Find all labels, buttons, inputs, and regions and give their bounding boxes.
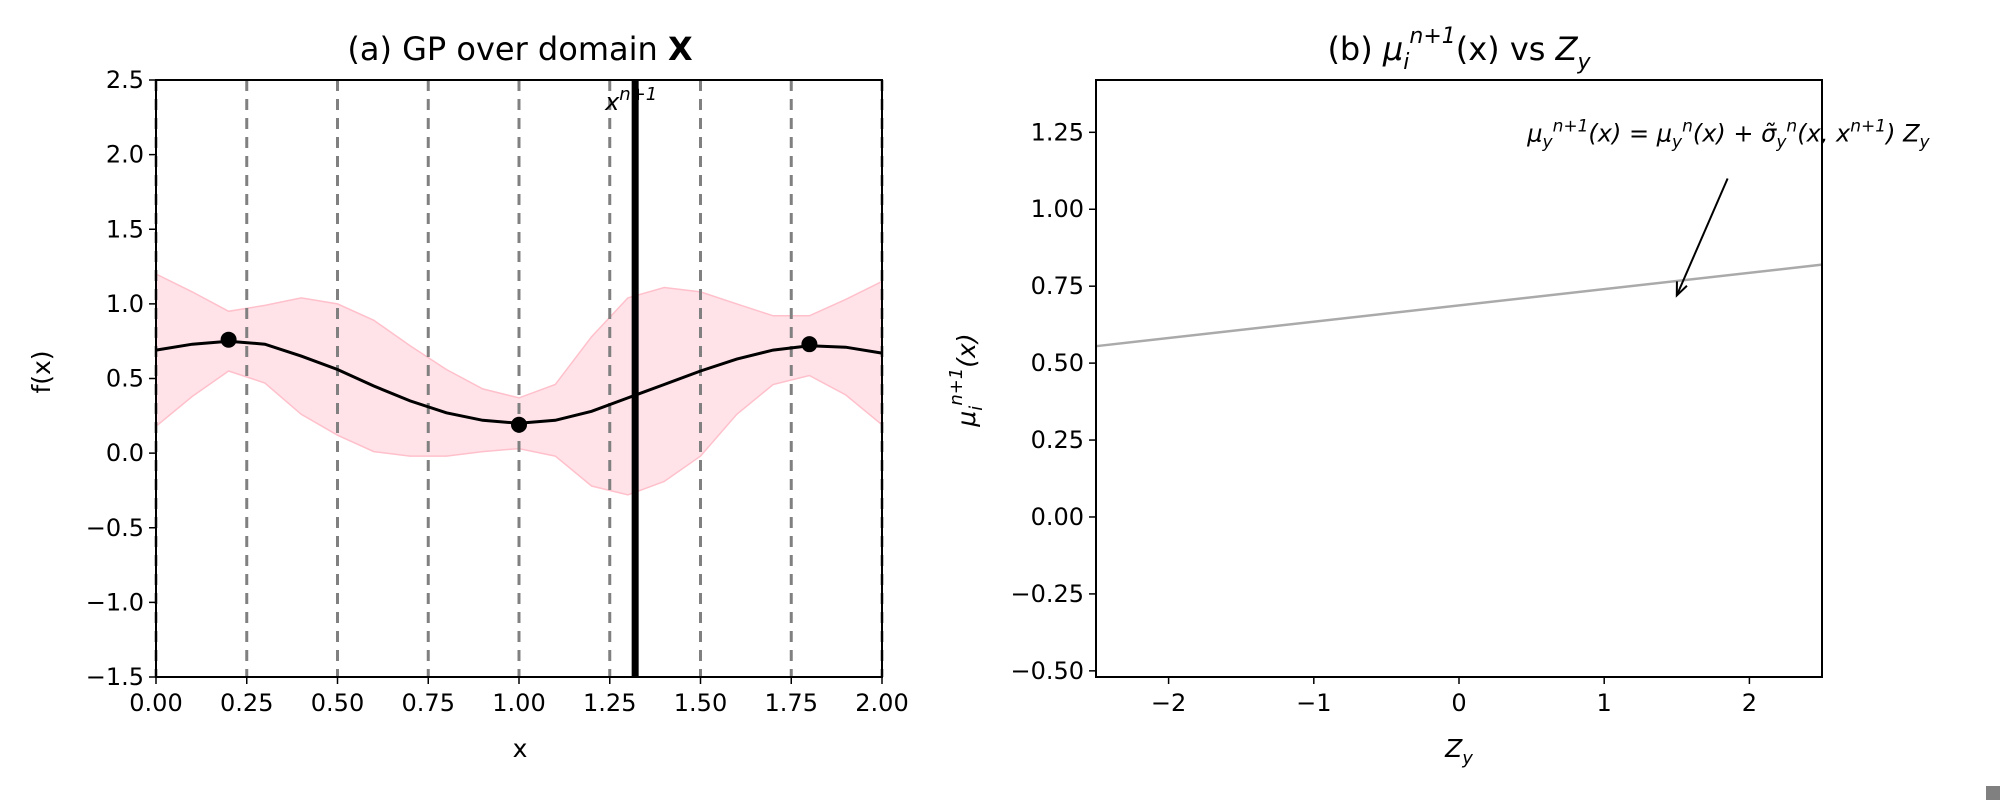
panel-b-y-tick-label: 0.75	[1031, 272, 1084, 300]
panel-b-axes-frame	[1095, 79, 1823, 678]
panel-a-y-tick-label: −1.0	[86, 588, 144, 616]
mu-line	[1095, 263, 1823, 348]
next-point-label: xn+1	[604, 84, 657, 116]
update-equation-annotation: μyn+1(x) = μyn(x) + σ̃yn(x, xn+1) Zy	[1526, 117, 1931, 298]
panel-b-x-tick-label: 1	[1597, 689, 1612, 717]
panel-b-x-ticks: −2 −1 0 1 2	[1151, 677, 1757, 717]
axes-frame	[1095, 79, 1823, 678]
observation-point	[801, 336, 818, 353]
panel-a-x-tick-label: 0.75	[402, 689, 455, 717]
observation-points	[220, 331, 818, 433]
panel-a-y-tick-label: 1.0	[106, 290, 144, 318]
panel-a-x-tick-label: 0.50	[311, 689, 364, 717]
panel-b-y-tick-label: 0.50	[1031, 349, 1084, 377]
panel-b-x-tick-label: −2	[1151, 689, 1186, 717]
panel-a-y-ticks: −1.5 −1.0 −0.5 0.0 0.5 1.0 1.5 2.0 2.5	[86, 66, 156, 691]
panel-a-x-ticks: 0.00 0.25 0.50 0.75 1.00 1.25 1.50 1.75 2.00	[129, 677, 909, 717]
panel-a-x-tick-label: 1.25	[583, 689, 636, 717]
panel-a-x-tick-label: 1.75	[765, 689, 818, 717]
panel-a-y-tick-label: 0.0	[106, 439, 144, 467]
panel-b-y-tick-label: 0.25	[1031, 426, 1084, 454]
panel-a-y-tick-label: 2.0	[106, 141, 144, 169]
panel-b-y-tick-label: −0.50	[1010, 657, 1084, 685]
panel-a-x-tick-label: 0.25	[220, 689, 273, 717]
annotation-arrow-shaft	[1675, 178, 1729, 296]
annotation-equation: μyn+1(x) = μyn(x) + σ̃yn(x, xn+1) Zy	[1526, 117, 1930, 153]
panel-b-x-tick-label: −1	[1296, 689, 1331, 717]
next-sample-line: xn+1	[604, 80, 657, 677]
panel-a-x-tick-label: 0.00	[129, 689, 182, 717]
mu-vs-z-line	[1095, 263, 1823, 348]
panel-b-x-tick-label: 0	[1451, 689, 1466, 717]
panel-b-y-tick-label: 0.00	[1031, 503, 1084, 531]
panel-b-mu-vs-z-plot: (b) μin+1(x) vs Zy μyn+1(x) = μyn(x) + σ…	[946, 24, 1931, 769]
panel-b-x-tick-label: 2	[1742, 689, 1757, 717]
panel-b-title: (b) μin+1(x) vs Zy	[1327, 24, 1591, 75]
panel-a-y-tick-label: 0.5	[106, 365, 144, 393]
panel-a-title: (a) GP over domain X	[347, 30, 693, 68]
panel-a-y-tick-label: 2.5	[106, 66, 144, 94]
panel-a-y-tick-label: −0.5	[86, 514, 144, 542]
panel-a-y-tick-label: −1.5	[86, 663, 144, 691]
observation-point	[220, 331, 237, 348]
panel-a-x-tick-label: 1.50	[674, 689, 727, 717]
panel-a-x-tick-label: 1.00	[492, 689, 545, 717]
panel-b-y-tick-label: 1.00	[1031, 195, 1084, 223]
resize-grip	[1986, 786, 2000, 800]
panel-a-y-tick-label: 1.5	[106, 215, 144, 243]
panel-b-x-axis-label: Zy	[1444, 734, 1473, 769]
annotation-arrow-head	[1675, 281, 1688, 298]
panel-b-y-ticks: −0.50 −0.25 0.00 0.25 0.50 0.75 1.00 1.25	[1010, 118, 1096, 685]
panel-a-y-axis-label: f(x)	[27, 350, 56, 393]
panel-b-y-tick-label: −0.25	[1010, 580, 1084, 608]
panel-b-y-tick-label: 1.25	[1031, 118, 1084, 146]
panel-b-y-axis-label: μin+1(x)	[946, 333, 987, 427]
observation-point	[511, 416, 527, 433]
panel-a-gp-plot: (a) GP over domain X xn+1 0.00 0.25 0.50 0.…	[27, 30, 909, 763]
panel-a-x-axis-label: x	[513, 734, 528, 763]
panel-a-x-tick-label: 2.00	[855, 689, 908, 717]
